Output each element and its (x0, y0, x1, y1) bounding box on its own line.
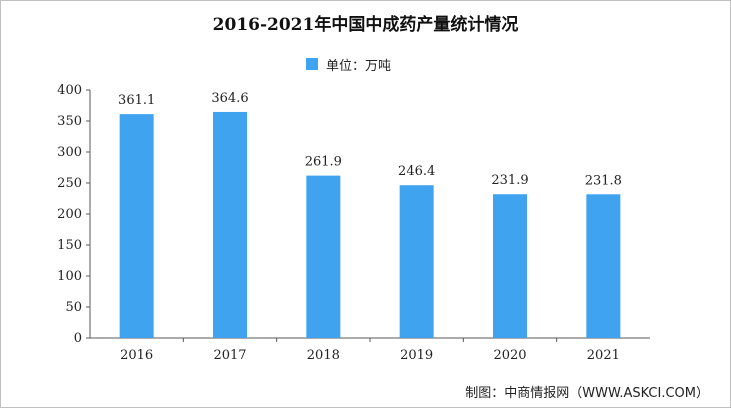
y-tick-label: 300 (57, 145, 82, 160)
data-label: 261.9 (305, 155, 342, 170)
y-tick-label: 400 (57, 83, 82, 98)
chart-title: 2016-2021年中国中成药产量统计情况 (212, 15, 519, 35)
legend-swatch (306, 58, 318, 70)
y-tick-label: 150 (57, 238, 82, 253)
bar-2018 (306, 175, 341, 338)
bar-2019 (399, 185, 434, 338)
bar-2020 (493, 194, 527, 338)
data-label: 231.8 (585, 173, 622, 188)
legend-label: 单位：万吨 (326, 58, 392, 74)
y-tick-label: 50 (65, 300, 82, 315)
data-label: 364.6 (211, 91, 248, 106)
x-tick-label: 2020 (493, 348, 526, 363)
y-tick-label: 100 (57, 269, 82, 284)
data-label: 361.1 (118, 93, 155, 108)
bar-2017 (213, 111, 247, 338)
x-tick-label: 2016 (120, 348, 153, 363)
y-tick-label: 250 (57, 176, 82, 191)
y-tick-label: 200 (57, 207, 82, 222)
x-tick-label: 2019 (400, 348, 433, 363)
x-tick-label: 2017 (213, 348, 246, 363)
x-tick-label: 2018 (307, 348, 340, 363)
bar-2016 (119, 114, 154, 338)
source-credit: 制图：中商情报网（WWW.ASKCI.COM） (465, 386, 709, 401)
y-tick-label: 350 (57, 114, 82, 129)
legend: 单位：万吨 (306, 55, 392, 74)
data-label: 246.4 (398, 164, 435, 179)
data-label: 231.9 (491, 173, 528, 188)
y-tick-label: 0 (74, 331, 82, 346)
bar-2021 (586, 194, 621, 338)
x-tick-label: 2021 (587, 348, 620, 363)
